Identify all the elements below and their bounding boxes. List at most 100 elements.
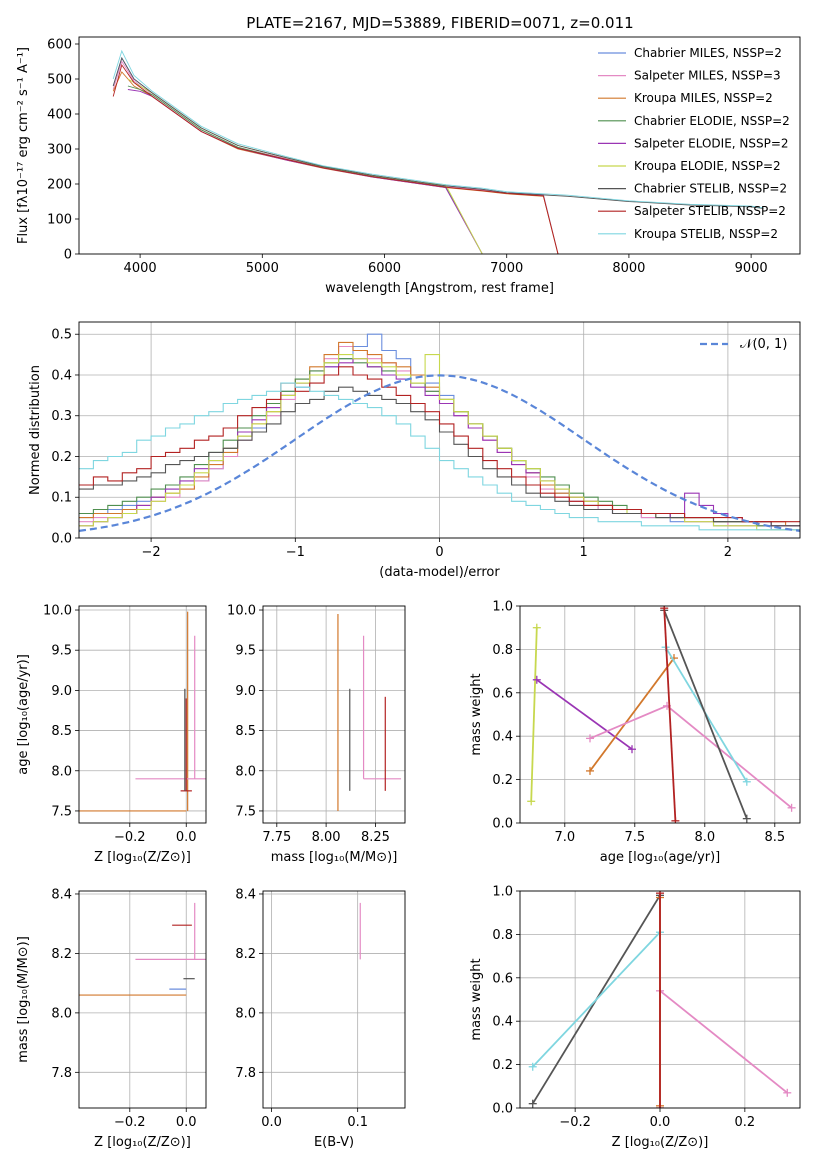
x-tick-label: 0: [435, 545, 443, 560]
data-point: [671, 816, 680, 823]
plot-weight_vs_age: [527, 606, 796, 823]
x-tick-label: 7.0: [554, 830, 575, 845]
gaussian-curve: [79, 374, 800, 532]
weight-line: [530, 627, 538, 802]
axes-mass_vs_ebv: 0.0 0.1 7.8 8.0 8.2 8.4 E(B-V): [235, 887, 405, 1150]
y-tick-label: 0.4: [492, 1015, 513, 1030]
y-tick-label: 1.0: [492, 885, 513, 900]
y-tick-label: 0.2: [492, 773, 513, 788]
y-axis-label: age [log₁₀(age/yr)]: [16, 654, 31, 775]
legend: Chabrier MILES, NSSP=2 Salpeter MILES, NS…: [598, 46, 790, 241]
spectrum-line: [112, 60, 559, 254]
x-tick-label: −1: [286, 545, 305, 560]
legend-label: Kroupa MILES, NSSP=2: [634, 91, 773, 105]
data-point: [656, 891, 664, 898]
axes-frame-age_vs_Z: [78, 605, 207, 824]
y-tick-label: 600: [47, 38, 72, 53]
y-tick-label: 8.5: [51, 724, 72, 739]
legend-label: 𝒩(0, 1): [740, 337, 787, 352]
y-tick-label: 7.8: [235, 1066, 256, 1081]
x-axis-label: wavelength [Angstrom, rest frame]: [325, 281, 554, 296]
x-tick-label: 0.0: [176, 1115, 197, 1130]
x-tick-label: 0.1: [347, 1115, 368, 1130]
histogram-step: [79, 382, 800, 531]
y-tick-label: 0.2: [51, 450, 72, 465]
data-point: [656, 1104, 664, 1108]
y-axis-label: mass weight: [469, 958, 484, 1040]
figure-title: PLATE=2167, MJD=53889, FIBERID=0071, z=0…: [246, 14, 633, 32]
y-axis-label: mass weight: [469, 673, 484, 755]
legend-label: Chabrier MILES, NSSP=2: [634, 46, 782, 60]
spectrum-line: [112, 56, 559, 254]
y-axis-label: Normed distribution: [28, 365, 43, 495]
y-tick-label: 0.0: [492, 1102, 513, 1117]
x-axis-label: age [log₁₀(age/yr)]: [600, 850, 721, 865]
y-axis-label: Flux [fλ10⁻¹⁷ erg cm⁻² s⁻¹ A⁻¹]: [16, 47, 31, 244]
y-tick-label: 8.0: [235, 764, 256, 779]
y-tick-label: 0.4: [492, 730, 513, 745]
plot-residuals: [79, 333, 800, 532]
x-tick-label: −2: [142, 545, 161, 560]
plot-weight_vs_Z: [528, 891, 792, 1108]
axes-age_vs_Z: −0.2 0.0 7.5 8.0 8.5 9.0 9.5 10.0 Z [log₁₀(Z/Z⊙)…: [16, 604, 206, 865]
y-tick-label: 100: [47, 213, 72, 228]
y-axis-label: mass [log₁₀(M/M⊙)]: [16, 936, 31, 1063]
spectrum-line: [127, 85, 483, 254]
data-point: [586, 734, 594, 743]
histogram-step: [79, 366, 800, 523]
weight-line: [589, 704, 793, 809]
y-tick-label: 0.6: [492, 686, 513, 701]
y-tick-label: 8.4: [235, 887, 256, 902]
y-tick-label: 10.0: [227, 604, 256, 619]
histogram-step: [79, 358, 800, 527]
axes-weight_vs_age: 7.0 7.5 8.0 8.5 0.0 0.2 0.4 0.6 0.8 1.0 age [log₁₀…: [469, 600, 800, 865]
x-tick-label: 7.75: [262, 830, 291, 845]
spectrum-line: [112, 71, 559, 254]
x-axis-label: Z [log₁₀(Z/Z⊙)]: [94, 1135, 191, 1150]
y-tick-label: 0.2: [492, 1058, 513, 1073]
x-tick-label: 6000: [368, 261, 401, 276]
spectrum-line: [112, 56, 764, 209]
y-tick-label: 0.0: [51, 532, 72, 547]
plot-age_vs_Z: [79, 611, 206, 812]
y-tick-label: 0.8: [492, 928, 513, 943]
legend: 𝒩(0, 1): [700, 337, 787, 352]
x-tick-label: −0.2: [114, 1115, 146, 1130]
weight-line: [589, 657, 675, 772]
x-tick-label: 0.2: [735, 1115, 756, 1130]
axes-frame-weight_vs_age: [519, 605, 801, 824]
y-tick-label: 0.8: [492, 643, 513, 658]
x-tick-label: 4000: [124, 261, 157, 276]
y-tick-label: 400: [47, 108, 72, 123]
y-tick-label: 500: [47, 73, 72, 88]
x-tick-label: 1: [580, 545, 588, 560]
spectrum-line: [127, 78, 483, 254]
data-point: [586, 766, 594, 775]
data-point: [532, 623, 541, 632]
data-point: [660, 606, 669, 613]
data-point: [532, 675, 541, 684]
data-point: [528, 1062, 537, 1071]
y-tick-label: 10.0: [43, 604, 72, 619]
x-tick-label: 0.0: [261, 1115, 282, 1130]
axes-frame-mass_vs_Z: [78, 890, 207, 1109]
y-tick-label: 300: [47, 143, 72, 158]
y-tick-label: 0.1: [51, 491, 72, 506]
x-tick-label: 8.5: [764, 830, 785, 845]
x-axis-label: (data-model)/error: [379, 565, 500, 580]
x-tick-label: 7.5: [624, 830, 645, 845]
y-tick-label: 8.5: [235, 724, 256, 739]
y-tick-label: 8.2: [51, 947, 72, 962]
axes-frame-mass_vs_ebv: [262, 890, 406, 1109]
data-point: [742, 814, 751, 823]
data-point: [628, 745, 636, 754]
legend-label: Chabrier ELODIE, NSSP=2: [634, 114, 790, 128]
x-axis-label: Z [log₁₀(Z/Z⊙)]: [612, 1135, 709, 1150]
axes-frame-residuals: [78, 321, 801, 539]
legend-label: Chabrier STELIB, NSSP=2: [634, 182, 787, 196]
legend-label: Salpeter ELODIE, NSSP=2: [634, 136, 789, 150]
y-tick-label: 9.0: [51, 684, 72, 699]
chart-layer: 4000 5000 6000 7000 8000 90000100200300400500…: [16, 36, 801, 1150]
spectrum-line: [127, 89, 483, 254]
